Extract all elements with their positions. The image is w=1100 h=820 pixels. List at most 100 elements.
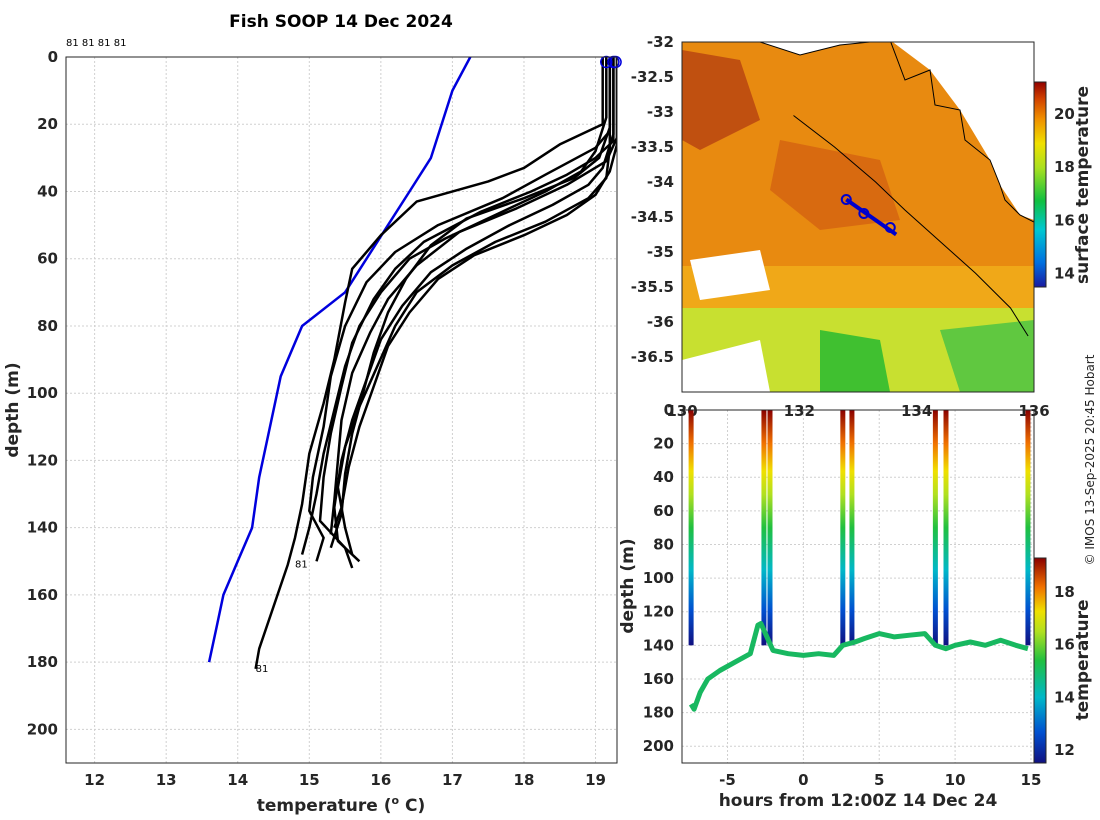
colorbar-tick-label: 18 [1054, 158, 1075, 176]
profile-grid [66, 56, 617, 763]
latitude-tick-label: -35.5 [631, 278, 674, 296]
latitude-tick-label: -33 [647, 103, 674, 121]
profile-axes-frame [65, 56, 618, 764]
y-tick-label: 200 [643, 737, 674, 755]
y-tick-label: 40 [653, 468, 674, 486]
y-tick-label: 100 [27, 384, 58, 402]
x-tick-label: 15 [1021, 771, 1042, 789]
profile-line [333, 57, 617, 529]
cloud-gap [682, 340, 770, 392]
latitude-tick-label: -33.5 [631, 138, 674, 156]
latitude-tick-label: -34 [647, 173, 674, 191]
map-ticks: 130 132 134 136-32-32.5-33-33.5-34-34.5-35-… [631, 33, 1050, 420]
sst-hot-patch [770, 140, 900, 230]
y-tick-label: 120 [643, 603, 674, 621]
colorbar-tick-label: 16 [1054, 636, 1075, 654]
profile-end-label: 81 [295, 560, 308, 571]
x-tick-label: 10 [945, 771, 966, 789]
sst-colorbar-label: surface temperature [1073, 86, 1093, 284]
y-tick-label: 60 [37, 250, 58, 268]
colorbar-tick-label: 20 [1054, 105, 1075, 123]
station-marker [840, 194, 852, 205]
station-marker [884, 222, 896, 233]
y-tick-label: 180 [643, 704, 674, 722]
time-x-axis-label: hours from 12:00Z 14 Dec 24 [719, 791, 998, 811]
sst-map-panel: 130 132 134 136-32-32.5-33-33.5-34-34.5-35-… [631, 33, 1093, 420]
profile-line [329, 57, 617, 535]
x-tick-label: 0 [798, 771, 808, 789]
climatology-line [207, 57, 472, 663]
depth-time-ticks: -5 0 5 10 15 0 20 40 60 80 100 120 140 160 180 200 [643, 401, 1042, 789]
temperature-colorbar-ticks: 12 14 16 18 [1054, 583, 1075, 759]
depth-time-panel: -5 0 5 10 15 0 20 40 60 80 100 120 140 160 180 200 12 14… [618, 401, 1093, 811]
y-tick-label: 60 [653, 502, 674, 520]
cast-trace [1025, 410, 1031, 646]
x-tick-label: 19 [585, 771, 606, 789]
y-tick-label: 160 [27, 586, 58, 604]
y-tick-label: 80 [37, 317, 58, 335]
depth-time-grid [682, 410, 1034, 763]
temperature-colorbar-label: temperature [1073, 599, 1093, 720]
colorbar-tick-label: 14 [1054, 688, 1075, 706]
y-axis-label: depth (m) [3, 362, 23, 457]
coastline [759, 42, 1034, 223]
sst-cold-patch [940, 320, 1034, 392]
colorbar-tick-label: 14 [1054, 265, 1075, 283]
time-y-axis-label: depth (m) [618, 538, 638, 633]
cast-trace [943, 410, 949, 646]
cast-trace [761, 410, 767, 646]
y-tick-label: 20 [37, 115, 58, 133]
colorbar-tick-label: 18 [1054, 583, 1075, 601]
profile-end-label: 81 [256, 664, 269, 675]
y-tick-label: 20 [653, 435, 674, 453]
copyright-text: © IMOS 13-Sep-2025 20:45 Hobart [1083, 354, 1097, 565]
y-tick-label: 180 [27, 653, 58, 671]
sst-colorbar-ticks: 14 16 18 20 [1054, 105, 1075, 283]
y-tick-label: 140 [27, 519, 58, 537]
latitude-tick-label: -32.5 [631, 68, 674, 86]
cast-trace [767, 410, 773, 646]
y-tick-label: 80 [653, 535, 674, 553]
cast-trace [840, 410, 846, 646]
depth-time-points [688, 410, 1031, 712]
x-tick-label: 17 [442, 771, 463, 789]
track-line [793, 115, 1029, 337]
seafloor-trace [688, 621, 1029, 712]
track-segment [845, 197, 898, 237]
profile-line [308, 57, 612, 562]
cast-trace [849, 410, 855, 646]
y-tick-label: 40 [37, 182, 58, 200]
cast-trace [688, 410, 694, 646]
y-tick-label: 120 [27, 451, 58, 469]
cloud-gap [690, 250, 770, 300]
x-axis-label: temperature (o C) [257, 794, 426, 816]
profile-lines [207, 57, 617, 670]
sst-cold-patch [820, 330, 890, 392]
station-marker [858, 208, 870, 219]
sst-hot-patch [682, 50, 760, 150]
profile-line [329, 57, 612, 549]
y-tick-label: 160 [643, 670, 674, 688]
chart-title: Fish SOOP 14 Dec 2024 [229, 12, 453, 32]
cast-trace [932, 410, 938, 646]
colorbar-tick-label: 16 [1054, 211, 1075, 229]
ship-track [793, 115, 1029, 337]
x-tick-label: 15 [299, 771, 320, 789]
longitude-tick-label: 132 [784, 402, 815, 420]
land-mass [682, 42, 1034, 220]
profile-annotations: 81 81 [256, 55, 622, 675]
latitude-tick-label: -35 [647, 243, 674, 261]
y-tick-label: 200 [27, 720, 58, 738]
y-tick-label: 100 [643, 569, 674, 587]
x-tick-label: 16 [370, 771, 391, 789]
x-tick-label: 5 [874, 771, 884, 789]
y-tick-label: 140 [643, 636, 674, 654]
latitude-tick-label: -36.5 [631, 348, 674, 366]
profile-ticks: 12 13 14 15 16 17 18 19 0 20 40 60 80 100 120 140 160 180… [27, 48, 606, 789]
y-tick-label: 0 [664, 401, 674, 419]
profile-line [254, 57, 604, 670]
temperature-colorbar [1033, 557, 1047, 764]
x-tick-label: 12 [84, 771, 105, 789]
longitude-tick-label: 134 [901, 402, 932, 420]
